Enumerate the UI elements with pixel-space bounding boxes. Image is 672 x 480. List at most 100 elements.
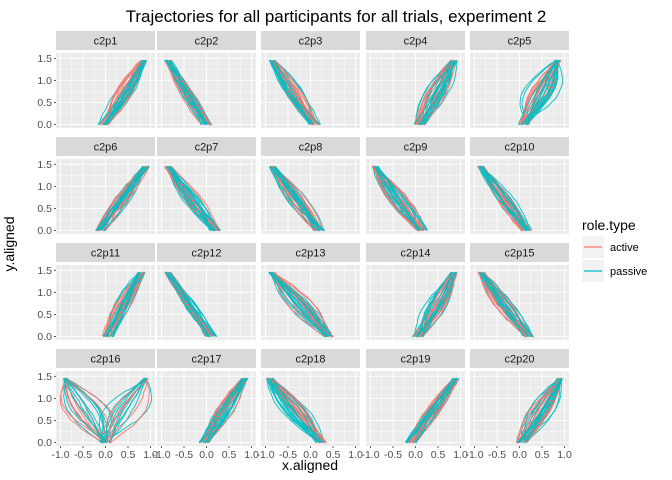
- facet-strip-label: c2p11: [91, 248, 120, 260]
- trajectory-line: [274, 166, 315, 231]
- legend: role.type active passive: [582, 217, 647, 282]
- trajectory-line: [418, 60, 456, 126]
- y-tick-label: 0.0: [37, 225, 52, 237]
- facet-strip: [157, 349, 256, 368]
- legend-items: active passive: [582, 236, 647, 282]
- facet-strip: [157, 243, 256, 262]
- x-tick-label: -1.0: [361, 449, 379, 461]
- trajectory-line: [105, 272, 140, 337]
- facet-strip: [261, 137, 360, 156]
- facet-strip-label: c2p16: [91, 354, 121, 366]
- facet-panel-c2p19: c2p19 -1.0 -0.5 0.0 0.5 1.0: [361, 349, 468, 461]
- facet-strip-label: c2p2: [195, 36, 219, 48]
- trajectory-line: [98, 166, 144, 231]
- facet-strip-label: c2p13: [296, 248, 326, 260]
- trajectory-line: [517, 60, 559, 126]
- trajectory-line: [105, 378, 149, 443]
- x-tick-label: 0.5: [222, 449, 237, 461]
- trajectory-line: [103, 60, 147, 126]
- facet-panel-c2p16: c2p16 0.0 0.5 1.0 1.5 -1.0 -0.5 0.0 0.5 1.0: [37, 349, 158, 461]
- trajectory-line: [519, 59, 557, 125]
- trajectory-line: [169, 272, 214, 337]
- trajectory-line: [101, 378, 145, 443]
- trajectory-line: [422, 271, 452, 337]
- x-tick-label: 1.0: [453, 449, 468, 461]
- y-tick-label: 1.5: [37, 53, 52, 65]
- trajectory-group: [413, 59, 458, 126]
- facet-strip-label: c2p5: [508, 36, 532, 48]
- trajectory-line: [480, 166, 531, 231]
- x-tick-label: -1.0: [51, 449, 69, 461]
- facet-strip-label: c2p17: [192, 354, 222, 366]
- facet-panel-c2p5: c2p5: [470, 31, 569, 128]
- trajectory-line: [67, 378, 115, 444]
- facet-panel-c2p10: c2p10: [470, 137, 569, 234]
- legend-label: active: [610, 242, 639, 254]
- trajectory-line: [102, 60, 146, 126]
- facet-strip-label: c2p14: [401, 248, 431, 260]
- trajectory-line: [271, 271, 325, 337]
- facet-panel-c2p15: c2p15: [470, 243, 569, 340]
- trajectory-line: [377, 165, 421, 232]
- trajectory-group: [164, 271, 218, 338]
- trajectory-line: [417, 271, 453, 337]
- trajectory-line: [404, 378, 458, 443]
- trajectory-line: [271, 272, 330, 338]
- facet-panel-c2p18: c2p18 -1.0 -0.5 0.0 0.5 1.0: [256, 349, 363, 461]
- facet-panel-c2p12: c2p12: [157, 243, 256, 340]
- x-tick-label: 0.5: [535, 449, 550, 461]
- trajectory-group: [411, 271, 458, 338]
- trajectory-line: [523, 378, 563, 443]
- facet-strip-label: c2p9: [404, 142, 428, 154]
- trajectory-line: [481, 272, 534, 338]
- facet-strip-label: c2p15: [505, 248, 535, 260]
- trajectory-line: [275, 60, 318, 125]
- trajectory-line: [524, 60, 556, 125]
- trajectory-line: [63, 377, 107, 444]
- trajectory-line: [199, 377, 244, 443]
- trajectory-line: [272, 166, 321, 232]
- trajectory-group: [164, 165, 222, 232]
- trajectory-line: [167, 166, 211, 231]
- y-tick-label: 0.0: [37, 119, 52, 131]
- facet-panel-c2p11: c2p11 0.0 0.5 1.0 1.5: [37, 243, 155, 343]
- trajectory-line: [59, 378, 103, 443]
- trajectory-line: [107, 272, 141, 337]
- facet-strip: [261, 243, 360, 262]
- trajectory-line: [204, 378, 246, 443]
- facet-strip: [470, 31, 569, 50]
- facet-strip: [366, 349, 465, 368]
- trajectory-line: [481, 166, 527, 231]
- trajectory-line: [527, 60, 558, 125]
- facet-strip-label: c2p1: [94, 36, 118, 48]
- x-tick-label: 1.0: [348, 449, 363, 461]
- trajectory-line: [63, 378, 103, 444]
- trajectory-line: [166, 165, 221, 231]
- x-tick-label: 0.0: [512, 449, 527, 461]
- y-tick-label: 1.0: [37, 287, 52, 299]
- x-axis-title: x.aligned: [282, 457, 338, 473]
- facet-strip: [56, 349, 155, 368]
- trajectory-line: [105, 60, 143, 126]
- trajectory-line: [528, 60, 558, 125]
- y-tick-label: 0.0: [37, 437, 52, 449]
- trajectory-line: [422, 272, 456, 338]
- trajectory-line: [481, 271, 530, 337]
- facet-strip: [470, 243, 569, 262]
- trajectory-line: [481, 272, 532, 337]
- trajectory-line: [274, 272, 325, 338]
- facet-panel-c2p3: c2p3: [261, 31, 360, 128]
- trajectory-line: [166, 60, 206, 126]
- trajectory-line: [198, 377, 248, 443]
- y-tick-label: 1.5: [37, 159, 52, 171]
- facet-panel-c2p6: c2p6 0.0 0.5 1.0 1.5: [37, 137, 155, 237]
- legend-item-passive: passive: [582, 260, 647, 282]
- y-tick-label: 0.5: [37, 203, 52, 215]
- facet-strip: [261, 349, 360, 368]
- trajectory-line: [373, 166, 428, 231]
- y-tick-label: 1.0: [37, 181, 52, 193]
- facet-strip: [56, 243, 155, 262]
- trajectory-line: [170, 272, 211, 338]
- trajectory-line: [266, 378, 321, 444]
